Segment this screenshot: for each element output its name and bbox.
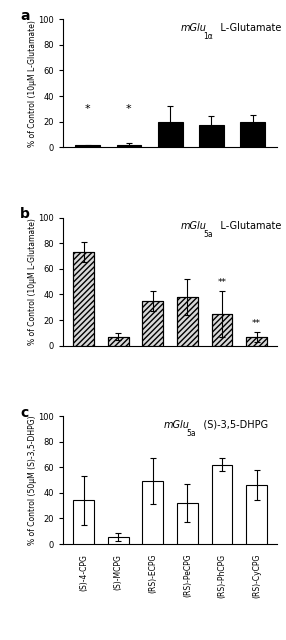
Bar xyxy=(108,537,129,544)
Text: (S)-3,5-DHPG: (S)-3,5-DHPG xyxy=(194,420,268,430)
Bar xyxy=(75,145,100,147)
Text: *: * xyxy=(85,104,90,114)
Bar xyxy=(240,122,265,147)
Bar xyxy=(177,297,198,346)
Text: 5a: 5a xyxy=(203,230,213,239)
Y-axis label: % of Control (10μM L-Glutamate): % of Control (10μM L-Glutamate) xyxy=(28,218,37,345)
Bar xyxy=(142,481,163,544)
Text: 1α: 1α xyxy=(203,32,213,41)
Text: **: ** xyxy=(252,319,261,328)
Bar xyxy=(177,297,198,346)
Text: *: * xyxy=(126,104,132,114)
Bar xyxy=(108,337,129,346)
Text: mGlu: mGlu xyxy=(164,420,190,430)
Bar xyxy=(108,337,129,346)
Text: mGlu: mGlu xyxy=(181,221,207,232)
Text: mGlu: mGlu xyxy=(181,23,207,33)
Text: a: a xyxy=(20,9,29,23)
Bar xyxy=(246,337,267,346)
Bar xyxy=(73,500,94,544)
Bar xyxy=(212,314,233,346)
Text: 5a: 5a xyxy=(186,429,196,438)
Text: c: c xyxy=(20,406,28,420)
Bar xyxy=(246,337,267,346)
Bar xyxy=(142,301,163,346)
Bar xyxy=(158,122,182,147)
Y-axis label: % of Control (10μM L-Glutamate): % of Control (10μM L-Glutamate) xyxy=(28,20,37,147)
Text: L-Glutamate: L-Glutamate xyxy=(211,221,281,232)
Y-axis label: % of Control (50μM (S)-3,5-DHPG): % of Control (50μM (S)-3,5-DHPG) xyxy=(28,415,37,545)
Bar xyxy=(199,125,224,147)
Bar xyxy=(73,252,94,346)
Bar xyxy=(73,252,94,346)
Text: **: ** xyxy=(218,278,227,287)
Bar xyxy=(177,503,198,544)
Bar xyxy=(246,485,267,544)
Text: L-Glutamate: L-Glutamate xyxy=(211,23,281,33)
Bar xyxy=(212,465,233,544)
Bar xyxy=(142,301,163,346)
Text: b: b xyxy=(20,207,30,221)
Bar xyxy=(212,314,233,346)
Bar xyxy=(117,145,141,147)
